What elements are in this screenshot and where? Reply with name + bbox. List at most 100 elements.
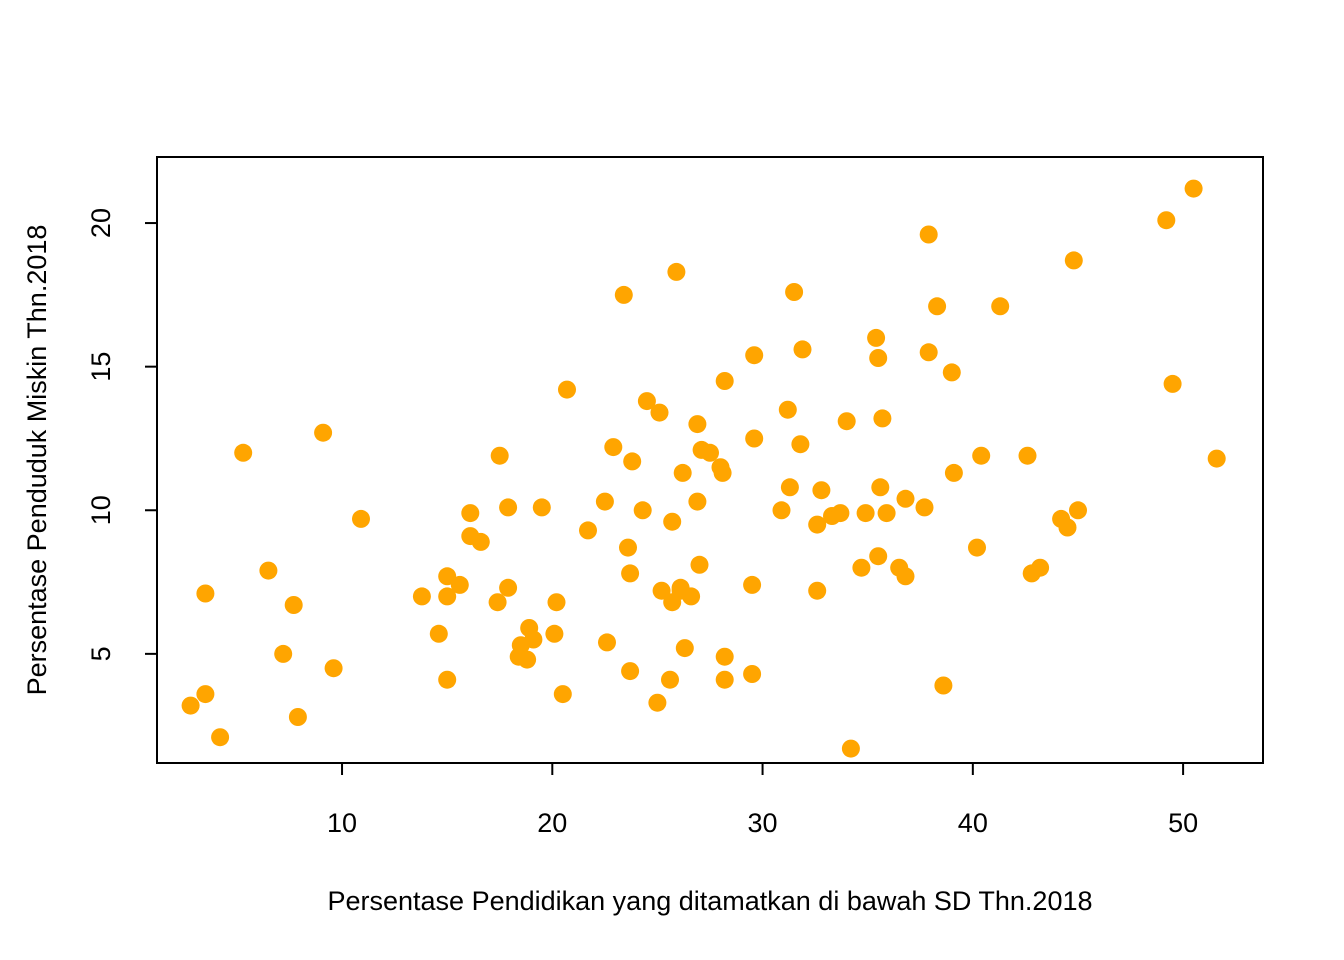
data-point [1157,211,1176,230]
data-point [713,463,732,482]
data-point [181,696,200,715]
data-point [772,501,791,520]
data-point [623,452,642,471]
data-point [856,504,875,523]
x-tick-label: 40 [958,808,988,838]
x-axis-title: Persentase Pendidikan yang ditamatkan di… [327,886,1092,916]
data-point [852,558,871,577]
data-point [841,739,860,758]
data-point [701,443,719,462]
data-point [745,429,764,448]
data-point [633,501,652,520]
data-point [637,392,656,411]
y-tick-label: 10 [86,495,116,525]
data-point [499,498,518,517]
data-point [352,509,370,528]
data-point [284,596,303,614]
data-point [715,647,734,666]
data-point [450,575,469,594]
data-point [438,587,457,606]
data-point [259,561,278,580]
data-point [471,532,490,551]
data-point [595,492,614,511]
data-point [619,538,637,557]
data-point [324,659,343,678]
data-point [743,575,762,594]
data-point [667,262,686,281]
data-point [1031,558,1050,577]
data-point [614,285,633,304]
data-point [621,564,640,583]
y-tick-label: 15 [86,352,116,382]
data-point [896,489,915,508]
data-point [968,538,986,557]
data-point [1018,446,1037,465]
data-point [934,676,953,695]
data-point [944,463,963,482]
data-point [942,363,961,382]
x-tick-label: 30 [748,808,778,838]
data-point [793,340,812,359]
data-point [972,446,991,465]
data-point [545,624,564,643]
data-point [499,578,518,597]
data-point [1064,251,1083,270]
data-point [1163,374,1182,393]
data-point [234,443,253,462]
data-point [314,423,333,442]
x-axis: 10 20 30 40 50 [327,762,1198,838]
data-point [211,728,230,747]
data-point [745,346,764,365]
data-point [274,644,293,663]
data-point [873,409,892,428]
data-point [652,581,671,600]
data-point [429,624,448,643]
x-tick-label: 10 [327,808,357,838]
data-point [461,504,480,523]
data-point [547,593,566,612]
data-point [438,670,457,689]
data-point [690,555,709,574]
x-tick-label: 20 [537,808,567,838]
y-axis: 5 10 15 20 [86,208,158,661]
data-point [579,521,597,540]
data-point [598,633,616,652]
data-point [438,567,457,586]
data-point [1207,449,1226,468]
y-tick-label: 20 [86,208,116,238]
data-point [715,372,734,390]
data-point [871,478,890,497]
data-point [831,504,850,523]
data-point [663,512,682,531]
y-tick-label: 5 [86,646,116,661]
data-point [532,498,551,517]
data-point [553,685,572,704]
data-point [808,581,827,600]
data-point [688,492,707,511]
data-point [518,650,537,669]
data-point [196,685,215,704]
data-point [915,498,934,517]
data-point [869,547,888,566]
data-point [648,693,667,712]
data-point [919,343,938,362]
data-point [490,446,509,465]
data-point [621,662,640,681]
data-point [896,567,915,586]
data-point [650,403,669,422]
data-point [812,481,831,500]
data-point [1058,518,1077,537]
data-point [867,328,886,347]
data-point [919,225,938,244]
data-point [524,630,543,649]
data-points [181,179,1226,758]
data-point [1069,501,1087,520]
data-point [604,438,623,457]
data-point [780,478,799,497]
data-point [791,435,810,454]
data-point [837,412,856,431]
data-point [991,297,1010,316]
y-axis-title: Persentase Penduduk Miskin Thn.2018 [22,225,52,696]
data-point [558,380,576,399]
